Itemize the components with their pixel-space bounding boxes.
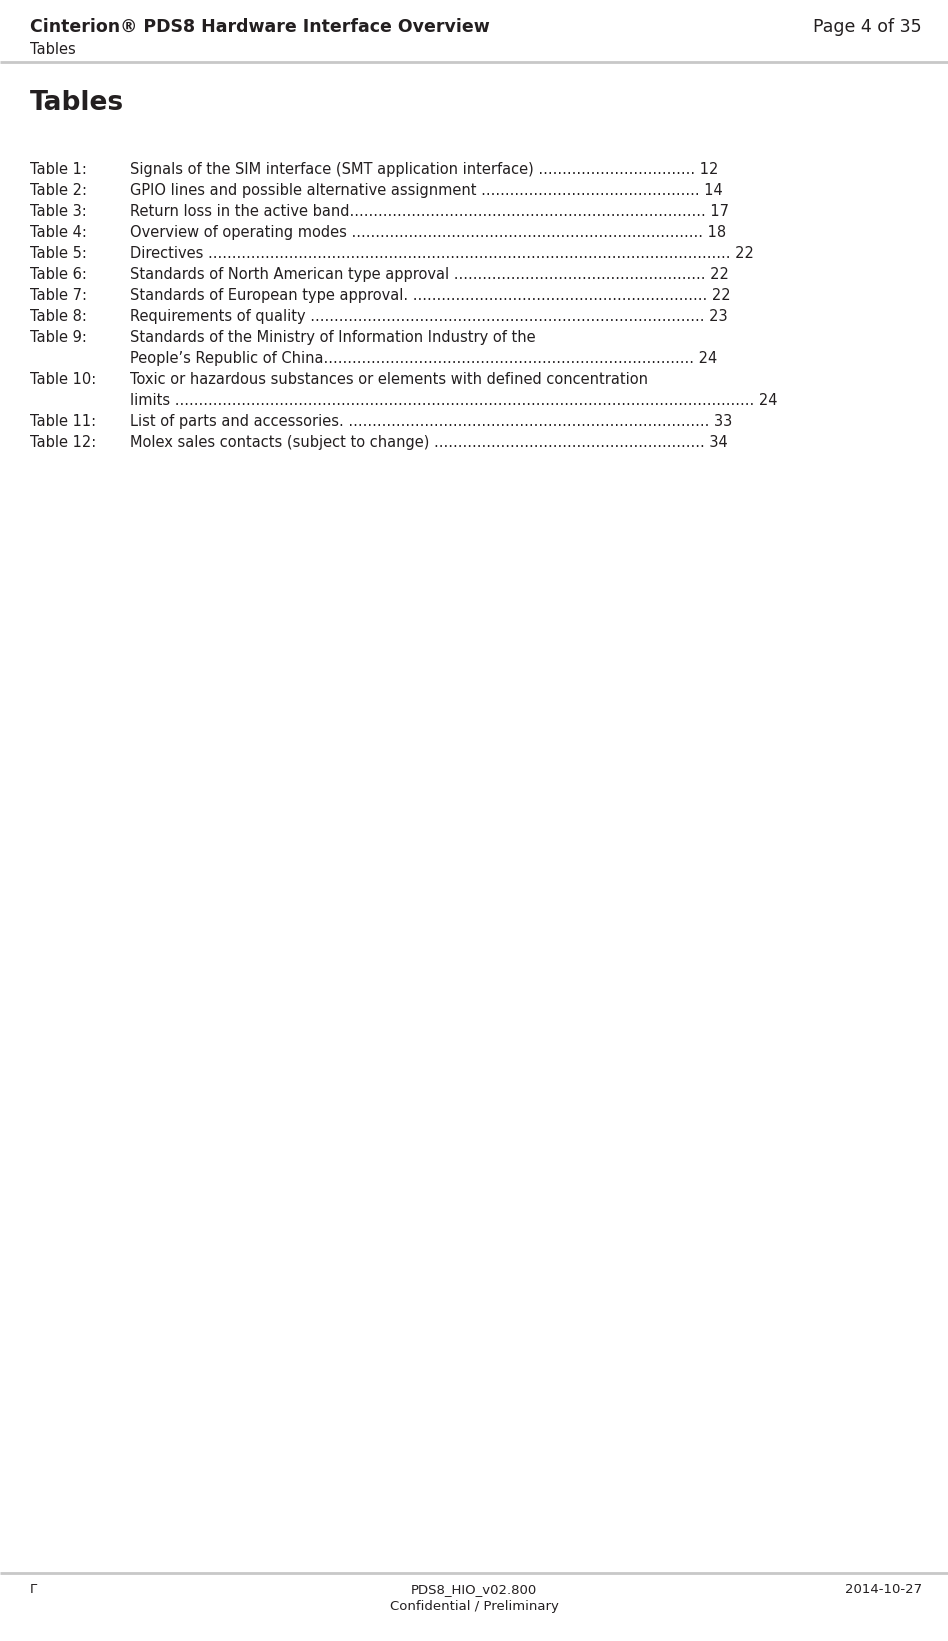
Text: People’s Republic of China......................................................: People’s Republic of China..............… <box>130 351 718 366</box>
Text: Cinterion® PDS8 Hardware Interface Overview: Cinterion® PDS8 Hardware Interface Overv… <box>30 18 490 36</box>
Text: Table 8:: Table 8: <box>30 309 87 323</box>
Text: Table 3:: Table 3: <box>30 203 87 218</box>
Text: Requirements of quality ........................................................: Requirements of quality ................… <box>130 309 728 323</box>
Text: Table 6:: Table 6: <box>30 267 87 282</box>
Text: Table 4:: Table 4: <box>30 225 87 240</box>
Text: Table 5:: Table 5: <box>30 246 87 261</box>
Text: Tables: Tables <box>30 43 76 57</box>
Text: Table 7:: Table 7: <box>30 289 87 304</box>
Text: Table 1:: Table 1: <box>30 162 87 177</box>
Text: GPIO lines and possible alternative assignment .................................: GPIO lines and possible alternative assi… <box>130 184 722 199</box>
Text: Table 2:: Table 2: <box>30 184 87 199</box>
Text: Molex sales contacts (subject to change) .......................................: Molex sales contacts (subject to change)… <box>130 435 728 450</box>
Text: Standards of European type approval. ...........................................: Standards of European type approval. ...… <box>130 289 731 304</box>
Text: Directives .....................................................................: Directives .............................… <box>130 246 754 261</box>
Text: Standards of the Ministry of Information Industry of the: Standards of the Ministry of Information… <box>130 330 536 345</box>
Text: limits .........................................................................: limits .................................… <box>130 392 777 409</box>
Text: Toxic or hazardous substances or elements with defined concentration: Toxic or hazardous substances or element… <box>130 373 648 387</box>
Text: Overview of operating modes ....................................................: Overview of operating modes ............… <box>130 225 726 240</box>
Text: Signals of the SIM interface (SMT application interface) .......................: Signals of the SIM interface (SMT applic… <box>130 162 719 177</box>
Text: Table 11:: Table 11: <box>30 414 96 428</box>
Text: Return loss in the active band..................................................: Return loss in the active band..........… <box>130 203 729 218</box>
Text: PDS8_HIO_v02.800: PDS8_HIO_v02.800 <box>410 1584 538 1597</box>
Text: Confidential / Preliminary: Confidential / Preliminary <box>390 1600 558 1613</box>
Text: Table 9:: Table 9: <box>30 330 87 345</box>
Text: Table 12:: Table 12: <box>30 435 97 450</box>
Text: Γ: Γ <box>30 1584 37 1597</box>
Text: List of parts and accessories. .................................................: List of parts and accessories. .........… <box>130 414 732 428</box>
Text: Tables: Tables <box>30 90 124 117</box>
Text: 2014-10-27: 2014-10-27 <box>845 1584 922 1597</box>
Text: Page 4 of 35: Page 4 of 35 <box>813 18 922 36</box>
Text: Table 10:: Table 10: <box>30 373 97 387</box>
Text: Standards of North American type approval ......................................: Standards of North American type approva… <box>130 267 729 282</box>
